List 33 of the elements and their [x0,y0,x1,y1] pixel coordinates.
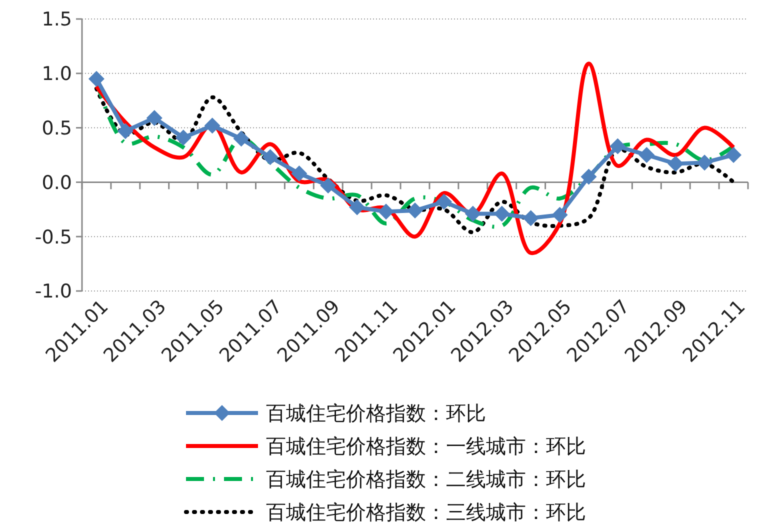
point [146,110,162,126]
point [117,123,134,140]
point [88,70,104,87]
point [638,147,655,163]
point [522,210,539,226]
point [552,206,568,223]
y-tick-label: -0.5 [34,226,72,248]
y-tick-label: 1.0 [42,63,72,86]
point [291,165,308,182]
point [494,206,510,222]
point [436,194,452,210]
point [580,168,597,185]
point [233,130,250,147]
point [407,202,423,218]
y-tick-label: -1.0 [34,280,72,303]
y-tick-label: 0.0 [42,172,72,194]
point [696,154,713,171]
legend-label: 百城住宅价格指数：二线城市：环比 [266,467,586,491]
y-tick-label: 1.5 [42,8,72,31]
point [378,204,394,220]
point [610,138,626,154]
legend-label: 百城住宅价格指数：一线城市：环比 [266,434,586,458]
point [262,149,278,166]
legend-label: 百城住宅价格指数：环比 [266,401,486,425]
point [464,206,481,222]
point [204,118,220,134]
point [349,199,366,216]
y-tick-label: 0.5 [42,117,72,140]
point [320,177,336,194]
point [175,130,192,146]
point [668,156,684,172]
legend-label: 百城住宅价格指数：三线城市：环比 [266,500,586,524]
point [726,147,742,163]
